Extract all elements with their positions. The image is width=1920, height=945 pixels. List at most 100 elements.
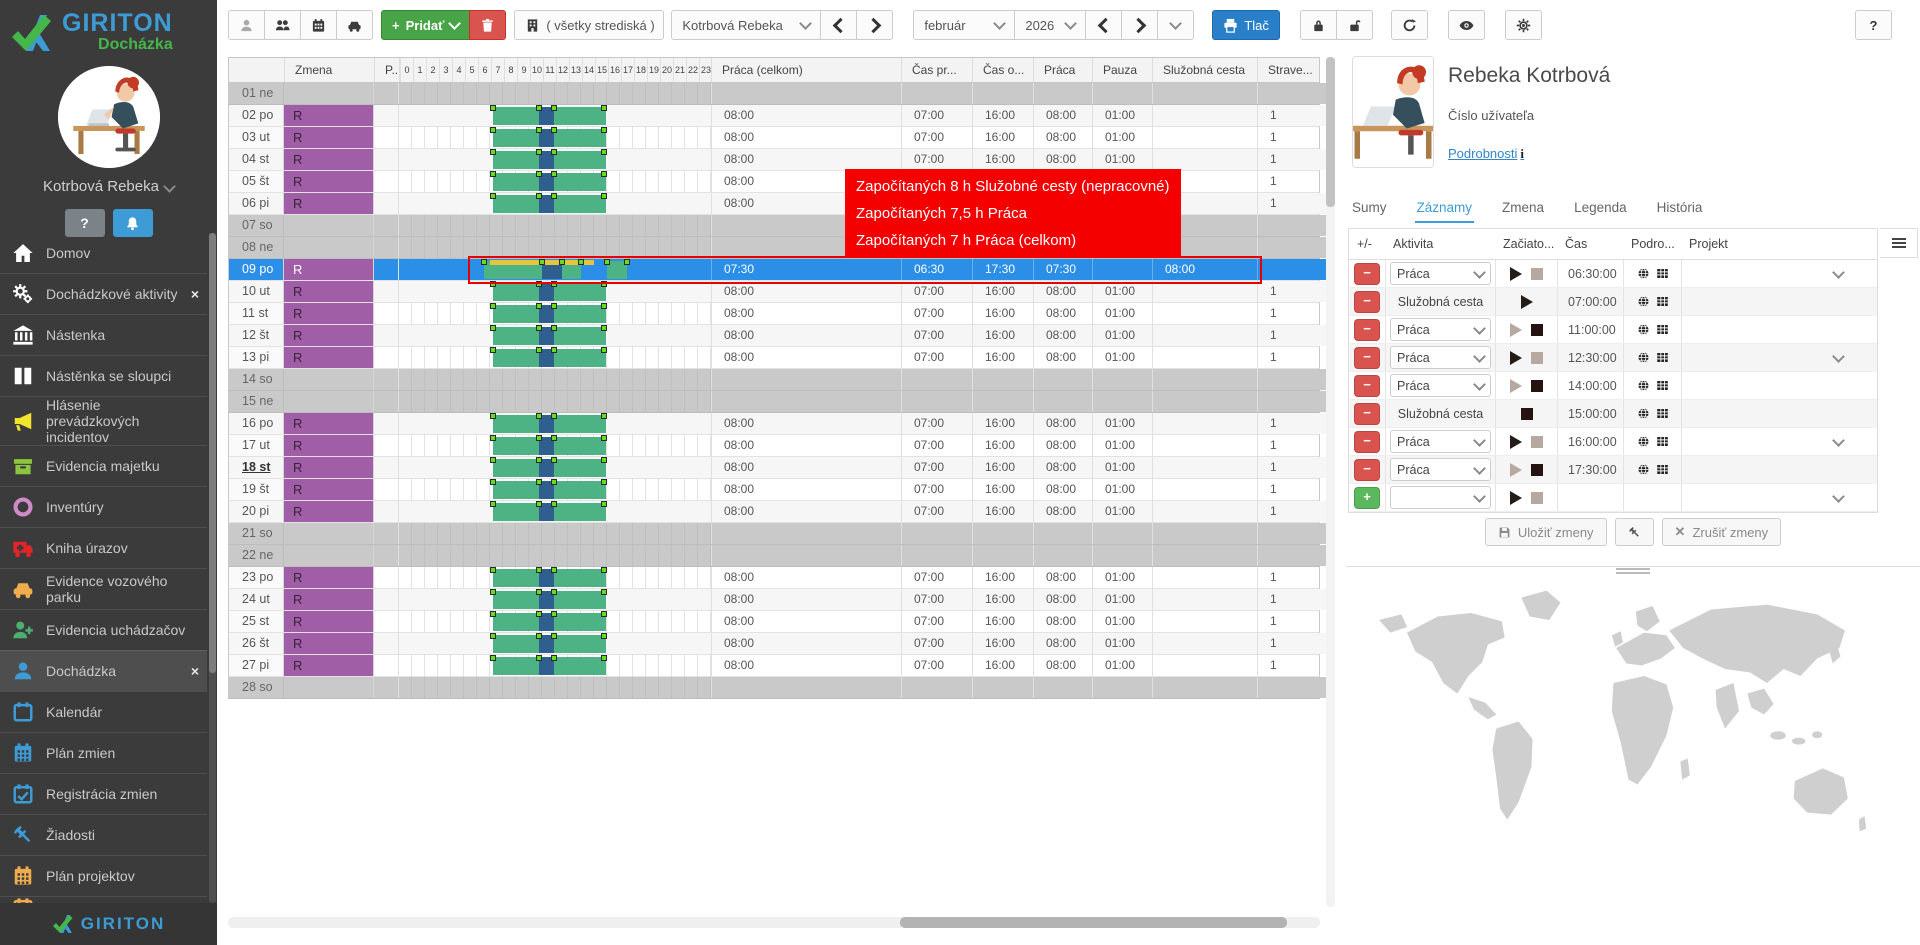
remove-record-button[interactable]: − (1354, 290, 1380, 313)
person-select[interactable]: Kotrbová Rebeka (671, 10, 822, 40)
scrollbar-thumb[interactable] (1326, 57, 1335, 207)
sidebar-item-evidence-vozov-ho-parku[interactable]: Evidence vozového parku (0, 568, 207, 609)
time-cell[interactable] (1557, 484, 1623, 511)
cancel-changes-button[interactable]: ✕ Zrušiť zmeny (1661, 518, 1782, 546)
project-cell[interactable] (1681, 260, 1853, 287)
sidebar-item-pl-n-projektov[interactable]: Plán projektov (0, 855, 207, 896)
sidebar-item-doch-dzka[interactable]: Dochádzka × (0, 650, 207, 691)
remove-record-button[interactable]: − (1354, 374, 1380, 397)
tab-sumy[interactable]: Sumy (1352, 200, 1387, 215)
sidebar-help-button[interactable]: ? (64, 209, 105, 237)
day-row-26-t[interactable]: 26 št R 08:00 07:00 16:00 08:00 01:00 1 (228, 633, 1329, 655)
remove-record-button[interactable]: − (1354, 402, 1380, 425)
tools-button[interactable] (1614, 518, 1654, 546)
activity-select[interactable]: Práca (1390, 458, 1491, 481)
save-changes-button[interactable]: Uložiť zmeny (1484, 518, 1607, 546)
help-button[interactable]: ? (1855, 10, 1892, 40)
unlock-button[interactable] (1335, 10, 1373, 40)
day-row-12-t[interactable]: 12 št R 08:00 07:00 16:00 08:00 01:00 1 (228, 325, 1329, 347)
multi-person-view-button[interactable] (264, 10, 301, 40)
vehicle-view-button[interactable] (336, 10, 373, 40)
time-cell[interactable]: 14:00:00 (1557, 372, 1623, 399)
notifications-button[interactable] (112, 209, 153, 237)
day-row-03-ut[interactable]: 03 ut R 08:00 07:00 16:00 08:00 01:00 1 (228, 127, 1320, 149)
tab-z-znamy[interactable]: Záznamy (1414, 196, 1475, 223)
project-cell[interactable] (1681, 372, 1853, 399)
globe-icon[interactable] (1637, 267, 1650, 280)
activity-select[interactable]: Práca (1390, 430, 1491, 453)
records-column-menu-button[interactable] (1880, 228, 1918, 258)
sidebar-item-kniha-razov[interactable]: Kniha úrazov (0, 527, 207, 568)
refresh-button[interactable] (1390, 10, 1428, 40)
detail-grid-icon[interactable] (1656, 267, 1669, 280)
remove-record-button[interactable]: − (1354, 430, 1380, 453)
visibility-button[interactable] (1447, 10, 1485, 40)
calendar-view-button[interactable] (300, 10, 337, 40)
day-row-04-st[interactable]: 04 st R 08:00 07:00 16:00 08:00 01:00 1 (228, 149, 1329, 171)
globe-icon[interactable] (1637, 379, 1650, 392)
print-button[interactable]: Tlač (1212, 10, 1280, 40)
remove-record-button[interactable]: − (1354, 262, 1380, 285)
sidebar-item-pl-n-zmien[interactable]: Plán zmien (0, 732, 207, 773)
close-icon[interactable]: × (190, 663, 199, 679)
time-cell[interactable]: 17:30:00 (1557, 456, 1623, 483)
day-row-01-ne[interactable]: 01 ne (228, 83, 1329, 105)
add-button[interactable]: + Pridať (381, 10, 471, 40)
project-cell[interactable] (1681, 288, 1853, 315)
sidebar-item-iadosti[interactable]: Žiadosti (0, 814, 207, 855)
globe-icon[interactable] (1637, 463, 1650, 476)
sidebar-scrollbar[interactable] (209, 233, 216, 903)
previous-month-button[interactable] (1085, 10, 1123, 40)
time-cell[interactable]: 16:00:00 (1557, 428, 1623, 455)
time-cell[interactable]: 12:30:00 (1557, 344, 1623, 371)
remove-record-button[interactable]: − (1354, 346, 1380, 369)
activity-select[interactable]: Práca (1390, 262, 1491, 285)
detail-grid-icon[interactable] (1656, 323, 1669, 336)
sidebar-item-evidencia-uch-dza-ov[interactable]: Evidencia uchádzačov (0, 609, 207, 650)
grid-vertical-scrollbar[interactable] (1326, 57, 1335, 907)
close-icon[interactable]: × (190, 286, 199, 302)
day-row-17-ut[interactable]: 17 ut R 08:00 07:00 16:00 08:00 01:00 1 (228, 435, 1320, 457)
day-row-11-st[interactable]: 11 st R 08:00 07:00 16:00 08:00 01:00 1 (228, 303, 1320, 325)
previous-person-button[interactable] (820, 10, 858, 40)
center-filter-button[interactable]: ( všetky strediská ) (514, 10, 665, 40)
add-record-button[interactable]: + (1354, 486, 1380, 509)
day-row-21-so[interactable]: 21 so (228, 523, 1329, 545)
detail-grid-icon[interactable] (1656, 407, 1669, 420)
day-row-28-so[interactable]: 28 so (228, 677, 1329, 699)
settings-button[interactable] (1504, 10, 1542, 40)
detail-grid-icon[interactable] (1656, 351, 1669, 364)
tab-hist-ria[interactable]: História (1656, 200, 1703, 215)
delete-button[interactable] (469, 10, 507, 40)
grid-horizontal-scrollbar[interactable] (228, 917, 1320, 928)
tab-zmena[interactable]: Zmena (1502, 200, 1545, 215)
day-row-19-t[interactable]: 19 št R 08:00 07:00 16:00 08:00 01:00 1 (228, 479, 1320, 501)
lock-button[interactable] (1299, 10, 1337, 40)
day-row-27-pi[interactable]: 27 pi R 08:00 07:00 16:00 08:00 01:00 1 (228, 655, 1320, 677)
month-select[interactable]: február (913, 10, 1016, 40)
period-dropdown-button[interactable] (1157, 10, 1195, 40)
project-cell[interactable] (1681, 428, 1853, 455)
day-row-24-ut[interactable]: 24 ut R 08:00 07:00 16:00 08:00 01:00 1 (228, 589, 1329, 611)
day-row-14-so[interactable]: 14 so (228, 369, 1329, 391)
project-cell[interactable] (1681, 484, 1853, 511)
details-link[interactable]: Podrobnosti i (1448, 146, 1524, 162)
globe-icon[interactable] (1637, 407, 1650, 420)
remove-record-button[interactable]: − (1354, 458, 1380, 481)
sidebar-item-invent-ry[interactable]: Inventúry (0, 486, 207, 527)
world-map[interactable] (1354, 578, 1912, 933)
year-select[interactable]: 2026 (1014, 10, 1087, 40)
sidebar-item-evidencia-majetku[interactable]: Evidencia majetku (0, 445, 207, 486)
activity-select[interactable]: Práca (1390, 346, 1491, 369)
day-row-25-st[interactable]: 25 st R 08:00 07:00 16:00 08:00 01:00 1 (228, 611, 1320, 633)
next-month-button[interactable] (1121, 10, 1159, 40)
detail-grid-icon[interactable] (1656, 295, 1669, 308)
day-row-18-st[interactable]: 18 st R 08:00 07:00 16:00 08:00 01:00 1 (228, 457, 1329, 479)
day-row-09-po[interactable]: 09 po R 07:30 06:30 17:30 07:30 08:00 (228, 259, 1329, 281)
activity-select[interactable] (1390, 486, 1491, 509)
project-cell[interactable] (1681, 400, 1853, 427)
time-cell[interactable]: 07:00:00 (1557, 288, 1623, 315)
project-cell[interactable] (1681, 456, 1853, 483)
day-row-13-pi[interactable]: 13 pi R 08:00 07:00 16:00 08:00 01:00 1 (228, 347, 1320, 369)
sidebar-item-domov[interactable]: Domov (0, 233, 207, 273)
